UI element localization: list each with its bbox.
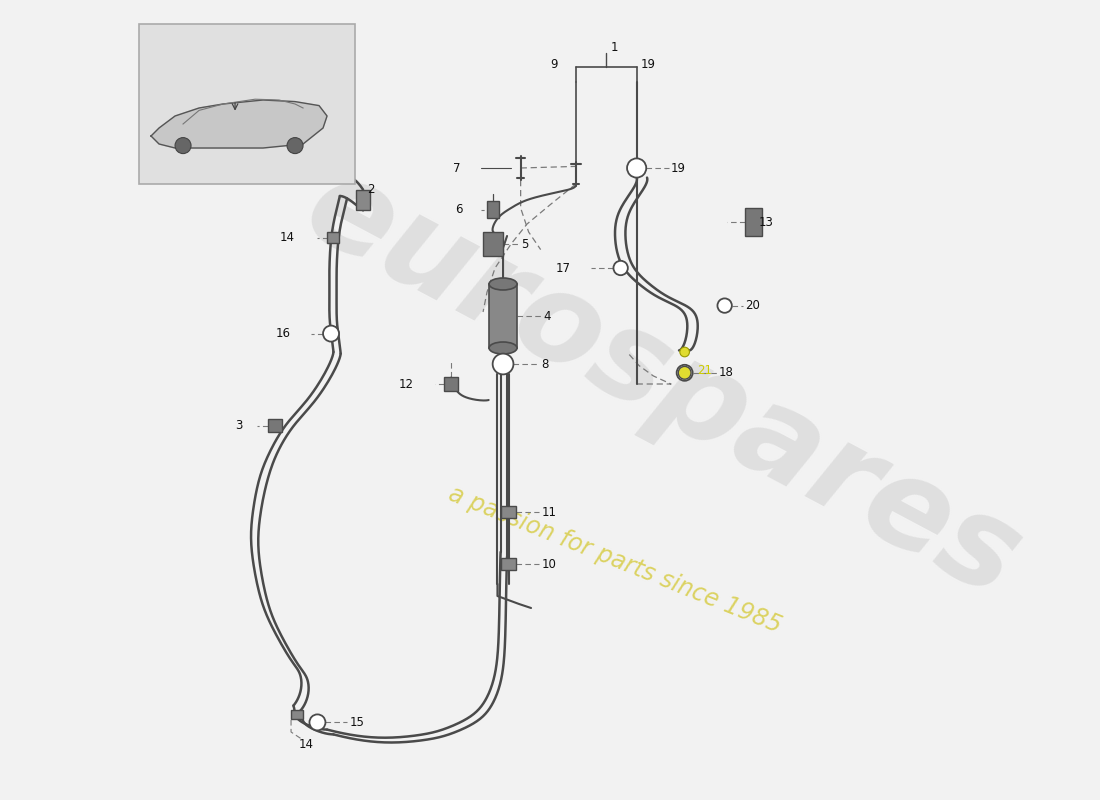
Bar [490, 284, 517, 348]
Text: 11: 11 [541, 506, 557, 518]
Circle shape [627, 158, 646, 178]
Text: 3: 3 [235, 419, 243, 432]
Ellipse shape [490, 342, 517, 354]
Circle shape [680, 347, 690, 357]
Text: 21: 21 [696, 364, 712, 377]
Text: 19: 19 [671, 162, 686, 174]
Text: 5: 5 [521, 238, 529, 250]
Text: a passion for parts since 1985: a passion for parts since 1985 [446, 482, 785, 638]
Circle shape [493, 354, 514, 374]
Text: 14: 14 [299, 738, 314, 750]
FancyBboxPatch shape [290, 710, 303, 719]
Ellipse shape [490, 278, 517, 290]
Text: 14: 14 [280, 231, 295, 244]
Circle shape [717, 298, 732, 313]
FancyBboxPatch shape [355, 190, 371, 210]
Text: 20: 20 [746, 299, 760, 312]
Polygon shape [151, 100, 327, 148]
Text: 13: 13 [759, 216, 774, 229]
FancyBboxPatch shape [483, 232, 504, 256]
FancyBboxPatch shape [443, 377, 459, 391]
Text: 16: 16 [276, 327, 292, 340]
Text: 8: 8 [541, 358, 549, 370]
Text: 6: 6 [455, 203, 463, 216]
FancyBboxPatch shape [502, 558, 516, 570]
Circle shape [309, 714, 326, 730]
Circle shape [679, 366, 691, 379]
Text: 10: 10 [541, 558, 557, 570]
Text: 17: 17 [556, 262, 571, 274]
FancyBboxPatch shape [487, 201, 499, 218]
FancyBboxPatch shape [267, 419, 283, 432]
Circle shape [287, 138, 303, 154]
FancyBboxPatch shape [328, 232, 340, 242]
FancyBboxPatch shape [745, 208, 762, 237]
Text: 12: 12 [398, 378, 414, 390]
Text: 18: 18 [719, 366, 734, 379]
Text: 2: 2 [367, 183, 374, 196]
Text: 7: 7 [453, 162, 461, 174]
Text: 19: 19 [640, 58, 656, 70]
Text: 4: 4 [543, 310, 551, 322]
Circle shape [614, 261, 628, 275]
Text: 1: 1 [610, 41, 618, 54]
Text: 9: 9 [551, 58, 558, 70]
Text: 15: 15 [350, 716, 364, 729]
Circle shape [323, 326, 339, 342]
Text: eurospares: eurospares [286, 145, 1041, 623]
Circle shape [676, 365, 693, 381]
FancyBboxPatch shape [502, 506, 516, 518]
Circle shape [175, 138, 191, 154]
FancyBboxPatch shape [139, 24, 355, 184]
